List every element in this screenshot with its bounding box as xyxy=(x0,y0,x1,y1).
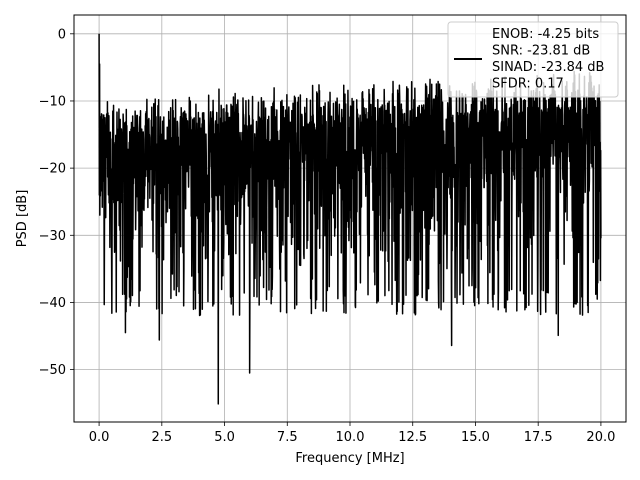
psd-series-line xyxy=(98,33,602,405)
y-axis-label: PSD [dB] xyxy=(15,190,30,248)
legend-snr: SNR: -23.81 dB xyxy=(492,44,590,59)
x-tick-label: 5.0 xyxy=(214,430,235,445)
y-tick-label: −50 xyxy=(39,363,66,378)
x-tick-label: 12.5 xyxy=(398,430,427,445)
y-tick-label: 0 xyxy=(58,27,66,42)
y-tick-label: −10 xyxy=(39,94,66,109)
x-axis-label: Frequency [MHz] xyxy=(295,451,404,466)
x-tick-label: 2.5 xyxy=(151,430,172,445)
legend-box xyxy=(447,21,619,98)
legend: ENOB: -4.25 bits SNR: -23.81 dB SINAD: -… xyxy=(447,21,619,98)
x-axis: 0.0 2.5 5.0 7.5 10.0 12.5 15.0 17.5 20.0 xyxy=(89,422,615,445)
x-tick-label: 17.5 xyxy=(524,430,553,445)
x-tick-label: 0.0 xyxy=(89,430,110,445)
y-tick-label: −20 xyxy=(39,162,66,177)
y-axis: 0 −10 −20 −30 −40 −50 xyxy=(39,27,74,378)
x-tick-label: 20.0 xyxy=(586,430,615,445)
y-tick-label: −40 xyxy=(39,296,66,311)
series-layer xyxy=(98,33,602,405)
y-tick-label: −30 xyxy=(39,229,66,244)
legend-sinad: SINAD: -23.84 dB xyxy=(492,60,604,75)
x-tick-label: 7.5 xyxy=(277,430,298,445)
x-tick-label: 15.0 xyxy=(461,430,490,445)
x-tick-label: 10.0 xyxy=(336,430,365,445)
legend-enob: ENOB: -4.25 bits xyxy=(492,27,599,42)
legend-sfdr: SFDR: 0.17 xyxy=(492,77,564,92)
